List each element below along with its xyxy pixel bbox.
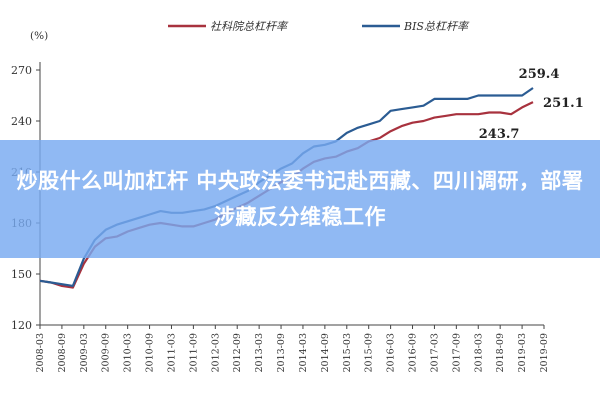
chart-axes: 1201501802102402702008-032008-092009-032… [11,62,550,372]
x-tick-label: 2013-03 [254,333,265,372]
x-tick-label: 2018-03 [473,333,484,372]
x-tick-label: 2009-09 [101,333,112,372]
annotation-layer: 259.4 251.1 243.7 [479,67,584,142]
x-tick-label: 2013-09 [276,333,287,372]
x-tick-label: 2016-03 [386,333,397,372]
x-tick-label: 2016-09 [408,333,419,372]
y-tick-label: 150 [11,268,32,281]
news-headline-text[interactable]: 炒股什么叫加杠杆 中央政法委书记赴西藏、四川调研，部署涉藏反分维稳工作 [16,169,584,229]
legend-label: 社科院总杠杆率 [210,20,289,33]
y-tick-label: 240 [11,115,32,128]
data-label: 251.1 [543,96,584,111]
chart-legend: 社科院总杠杆率 BIS总杠杆率 [168,20,470,33]
data-label: 243.7 [479,127,520,142]
y-tick-label: 120 [11,319,32,332]
x-tick-label: 2008-03 [35,333,46,372]
x-tick-label: 2018-09 [495,333,506,372]
x-tick-label: 2009-03 [79,333,90,372]
x-tick-label: 2010-03 [123,333,134,372]
x-tick-label: 2010-09 [145,333,156,372]
x-tick-label: 2014-03 [298,333,309,372]
news-headline-banner[interactable]: 炒股什么叫加杠杆 中央政法委书记赴西藏、四川调研，部署涉藏反分维稳工作 [0,140,600,258]
x-tick-label: 2015-09 [364,333,375,372]
x-tick-label: 2011-09 [188,333,199,372]
legend-label: BIS总杠杆率 [403,20,470,33]
x-tick-label: 2014-09 [320,333,331,372]
x-tick-label: 2019-03 [517,333,528,372]
x-tick-label: 2011-03 [166,333,177,372]
x-tick-label: 2015-03 [342,333,353,372]
x-tick-label: 2012-09 [232,333,243,372]
x-tick-label: 2017-09 [451,333,462,372]
data-label: 259.4 [519,67,560,82]
x-tick-label: 2017-03 [429,333,440,372]
y-axis-unit-label: (%) [30,30,48,42]
x-tick-label: 2012-03 [210,333,221,372]
x-tick-label: 2008-09 [57,333,68,372]
x-tick-label: 2019-09 [539,333,550,372]
y-tick-label: 270 [11,64,32,77]
